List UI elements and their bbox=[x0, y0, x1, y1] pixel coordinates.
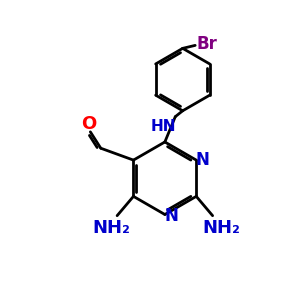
Text: Br: Br bbox=[196, 35, 217, 53]
Text: O: O bbox=[81, 115, 97, 133]
Text: NH₂: NH₂ bbox=[202, 219, 241, 237]
Text: N: N bbox=[164, 207, 178, 225]
Text: N: N bbox=[196, 151, 210, 169]
Text: HN: HN bbox=[151, 119, 176, 134]
Text: NH₂: NH₂ bbox=[92, 219, 130, 237]
